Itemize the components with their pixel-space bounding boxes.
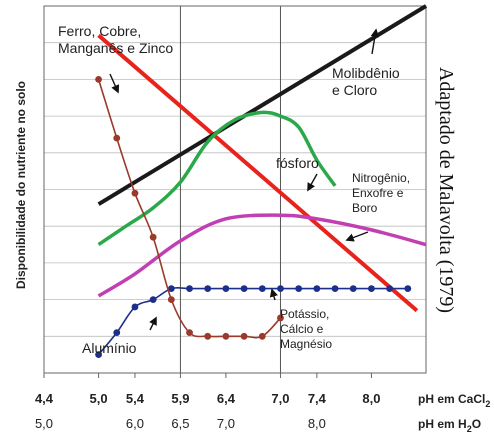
series-4-point (295, 285, 303, 292)
annotation-arrow (149, 316, 157, 331)
annotation-line: Nitrogênio, (352, 171, 410, 185)
annotation-line: Magnésio (280, 337, 332, 351)
annotation-line: Molibdênio (332, 65, 400, 81)
series-4-point (258, 285, 266, 292)
annotation-arrow (109, 73, 120, 94)
source-credit: Adaptado de Malavolta (1979) (435, 67, 457, 313)
x-axis-title-cacl2: pH em CaCl2 (418, 392, 490, 409)
series-5-point (113, 134, 121, 142)
annotation-line: Cálcio e (280, 322, 324, 336)
plot-frame (43, 5, 427, 374)
series-5-point (95, 76, 102, 83)
annotation-line: Enxofre e (352, 186, 404, 200)
annotation-arrow (269, 288, 278, 301)
annotation-label: Ferro, Cobre, Manganês e Zinco (58, 23, 173, 56)
series-4-point (331, 285, 339, 292)
annotation-arrow (370, 28, 380, 55)
series-4-point (222, 285, 230, 292)
series-5-point (186, 329, 193, 337)
series-4-point (386, 285, 394, 292)
x-axis-title-subscript: 2 (467, 424, 472, 434)
plot-border (43, 5, 427, 374)
x-tick-label-cacl2: 6,4 (217, 391, 236, 406)
annotation-line: Potássio, (280, 307, 329, 321)
series-group (95, 4, 428, 359)
annotation-label: Molibdênio e Cloro (332, 65, 400, 98)
series-4-line (97, 286, 408, 356)
series-5-point (222, 332, 230, 340)
x-tick-label-cacl2: 5,9 (171, 391, 189, 406)
series-0-line (97, 33, 419, 313)
annotation-arrow (307, 173, 318, 192)
annotation-line: Alumínio (82, 340, 137, 356)
reference-vertical-lines (179, 6, 281, 373)
x-tick-label-cacl2: 7,0 (271, 391, 289, 406)
x-tick-label-h2o: 7,0 (217, 416, 235, 431)
series-4-point (131, 303, 139, 311)
x-tick-label-cacl2: 5,0 (90, 391, 108, 406)
series-4-point (95, 351, 102, 359)
x-axis-title-h2o: pH em H2O (418, 417, 481, 434)
series-4-point (149, 296, 157, 303)
annotations-group: Ferro, Cobre, Manganês e Zinco Molibdênio e… (58, 23, 410, 356)
series-4-point (277, 285, 284, 292)
series-5-point (149, 233, 157, 241)
x-axis-title-subscript: 2 (485, 399, 490, 409)
series-4-point (167, 285, 175, 292)
annotation-line: Manganês e Zinco (58, 40, 173, 56)
x-tick-label-cacl2: 8,0 (362, 391, 380, 406)
series-5-line (97, 79, 282, 339)
series-5-point (131, 189, 139, 197)
annotation-label: Potássio, Cálcio e Magnésio (280, 307, 332, 351)
annotation-arrow (345, 231, 369, 242)
series-4-point (113, 329, 121, 337)
series-4-point (368, 285, 375, 292)
series-5-point (240, 332, 248, 340)
x-axis-title-tail: O (472, 417, 481, 431)
x-axis-title-text: pH em H (418, 417, 467, 431)
series-5-point (277, 314, 284, 322)
series-3-line (97, 213, 427, 298)
series-2-line (97, 110, 337, 247)
x-axis-title-text: pH em CaCl (418, 392, 485, 406)
x-tick-label-cacl2: 7,4 (308, 391, 327, 406)
annotation-line: e Cloro (332, 82, 377, 98)
x-tick-label-h2o: 6,5 (171, 416, 189, 431)
annotation-label: fósforo (276, 155, 319, 171)
annotation-label: Alumínio (82, 340, 137, 356)
x-tick-label-cacl2: 4,4 (35, 391, 54, 406)
x-tick-label-h2o: 6,0 (126, 416, 144, 431)
y-axis-title: Disponibilidade do nutriente no solo (14, 81, 28, 289)
series-4-point (186, 285, 193, 292)
series-1-line (97, 4, 428, 206)
series-5-point (167, 296, 175, 303)
annotation-line: Ferro, Cobre, (58, 23, 141, 39)
series-5-point (258, 332, 266, 340)
x-tick-label-h2o: 8,0 (308, 416, 326, 431)
x-tick-label-h2o: 5,0 (35, 416, 53, 431)
series-4-point (404, 285, 412, 292)
annotation-line: fósforo (276, 155, 319, 171)
series-4-point (204, 285, 212, 292)
series-4-point (313, 285, 321, 292)
annotation-line: Boro (352, 201, 378, 215)
series-4-point (349, 285, 357, 292)
x-tick-label-cacl2: 5,4 (126, 391, 145, 406)
annotation-label: Nitrogênio, Enxofre e Boro (352, 171, 410, 215)
series-4-point (240, 285, 248, 292)
series-5-point (204, 332, 212, 340)
